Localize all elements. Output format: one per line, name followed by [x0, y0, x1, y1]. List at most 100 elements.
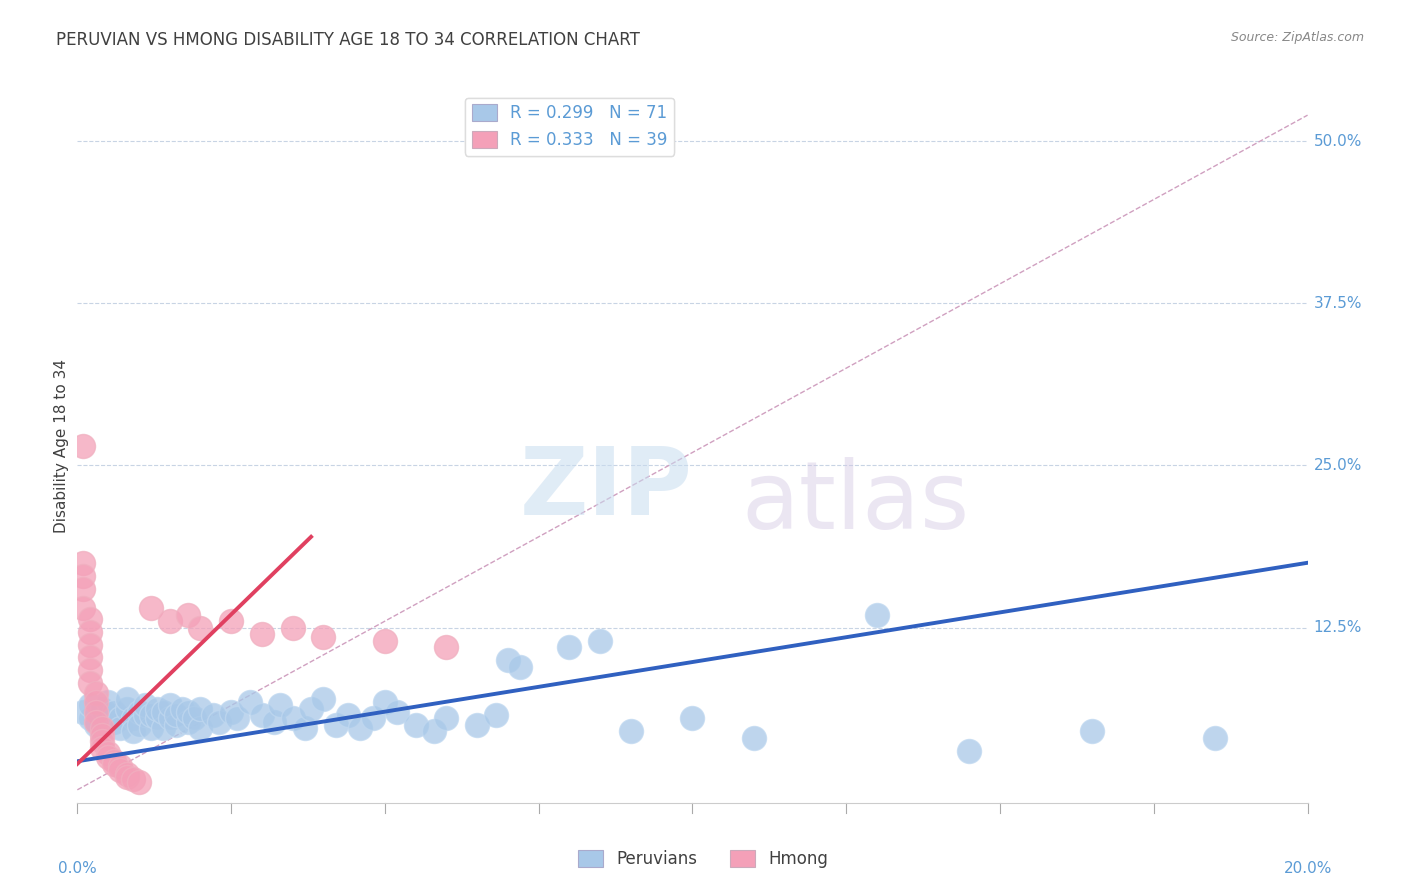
Point [177, 607, 200, 622]
Point [159, 614, 181, 628]
Point [97, 695, 120, 709]
Point [325, 718, 347, 732]
Point [103, 756, 125, 771]
Point [269, 698, 291, 713]
Point [312, 692, 335, 706]
Point [177, 715, 200, 730]
Point [103, 715, 125, 730]
Point [110, 711, 132, 725]
Point [152, 721, 174, 735]
Point [1081, 724, 1104, 739]
Text: atlas: atlas [742, 457, 970, 549]
Text: PERUVIAN VS HMONG DISABILITY AGE 18 TO 34 CORRELATION CHART: PERUVIAN VS HMONG DISABILITY AGE 18 TO 3… [56, 31, 640, 49]
Point [226, 711, 249, 725]
Text: 50.0%: 50.0% [1313, 134, 1362, 149]
Point [312, 630, 335, 644]
Point [201, 707, 224, 722]
Point [90, 702, 114, 716]
Legend: Peruvians, Hmong: Peruvians, Hmong [571, 843, 835, 875]
Point [436, 711, 458, 725]
Point [250, 707, 273, 722]
Point [337, 707, 360, 722]
Point [110, 721, 132, 735]
Point [84, 705, 107, 719]
Point [682, 711, 704, 725]
Point [188, 621, 212, 635]
Text: ZIP: ZIP [520, 442, 693, 535]
Point [159, 711, 181, 725]
Text: Source: ZipAtlas.com: Source: ZipAtlas.com [1230, 31, 1364, 45]
Point [134, 698, 156, 713]
Point [957, 744, 980, 758]
Point [219, 705, 242, 719]
Point [90, 721, 114, 735]
Point [115, 770, 138, 784]
Point [115, 767, 138, 781]
Point [72, 601, 94, 615]
Point [79, 638, 101, 652]
Point [165, 707, 187, 722]
Point [436, 640, 458, 654]
Point [141, 721, 163, 735]
Point [141, 601, 163, 615]
Point [188, 721, 212, 735]
Point [84, 715, 107, 730]
Point [146, 711, 169, 725]
Point [134, 707, 156, 722]
Point [250, 627, 273, 641]
Point [1204, 731, 1226, 745]
Point [72, 439, 94, 453]
Point [90, 724, 114, 739]
Point [742, 731, 765, 745]
Point [374, 695, 396, 709]
Point [79, 650, 101, 665]
Point [79, 611, 101, 625]
Point [90, 733, 114, 747]
Point [72, 582, 94, 596]
Point [97, 707, 120, 722]
Point [866, 607, 889, 622]
Point [281, 621, 304, 635]
Point [159, 698, 181, 713]
Text: 0.0%: 0.0% [58, 861, 97, 876]
Point [361, 711, 384, 725]
Point [90, 728, 114, 742]
Point [263, 715, 285, 730]
Point [84, 718, 107, 732]
Point [239, 695, 262, 709]
Point [115, 702, 138, 716]
Point [170, 702, 193, 716]
Point [79, 664, 101, 678]
Text: 12.5%: 12.5% [1313, 620, 1362, 635]
Point [121, 711, 143, 725]
Point [146, 702, 169, 716]
Point [188, 702, 212, 716]
Point [485, 707, 508, 722]
Point [496, 653, 519, 667]
Point [84, 707, 107, 722]
Point [72, 556, 94, 570]
Point [620, 724, 643, 739]
Point [97, 750, 120, 764]
Point [349, 721, 371, 735]
Legend: R = 0.299   N = 71, R = 0.333   N = 39: R = 0.299 N = 71, R = 0.333 N = 39 [465, 97, 673, 155]
Point [90, 741, 114, 756]
Point [294, 721, 316, 735]
Text: 20.0%: 20.0% [1284, 861, 1331, 876]
Point [79, 698, 101, 713]
Point [103, 754, 125, 768]
Point [374, 633, 396, 648]
Y-axis label: Disability Age 18 to 34: Disability Age 18 to 34 [53, 359, 69, 533]
Point [141, 707, 163, 722]
Point [128, 775, 150, 789]
Point [465, 718, 488, 732]
Point [558, 640, 581, 654]
Point [509, 659, 531, 673]
Point [423, 724, 446, 739]
Point [299, 702, 322, 716]
Point [110, 759, 132, 773]
Point [84, 685, 107, 699]
Point [281, 711, 304, 725]
Point [79, 624, 101, 639]
Point [84, 695, 107, 709]
